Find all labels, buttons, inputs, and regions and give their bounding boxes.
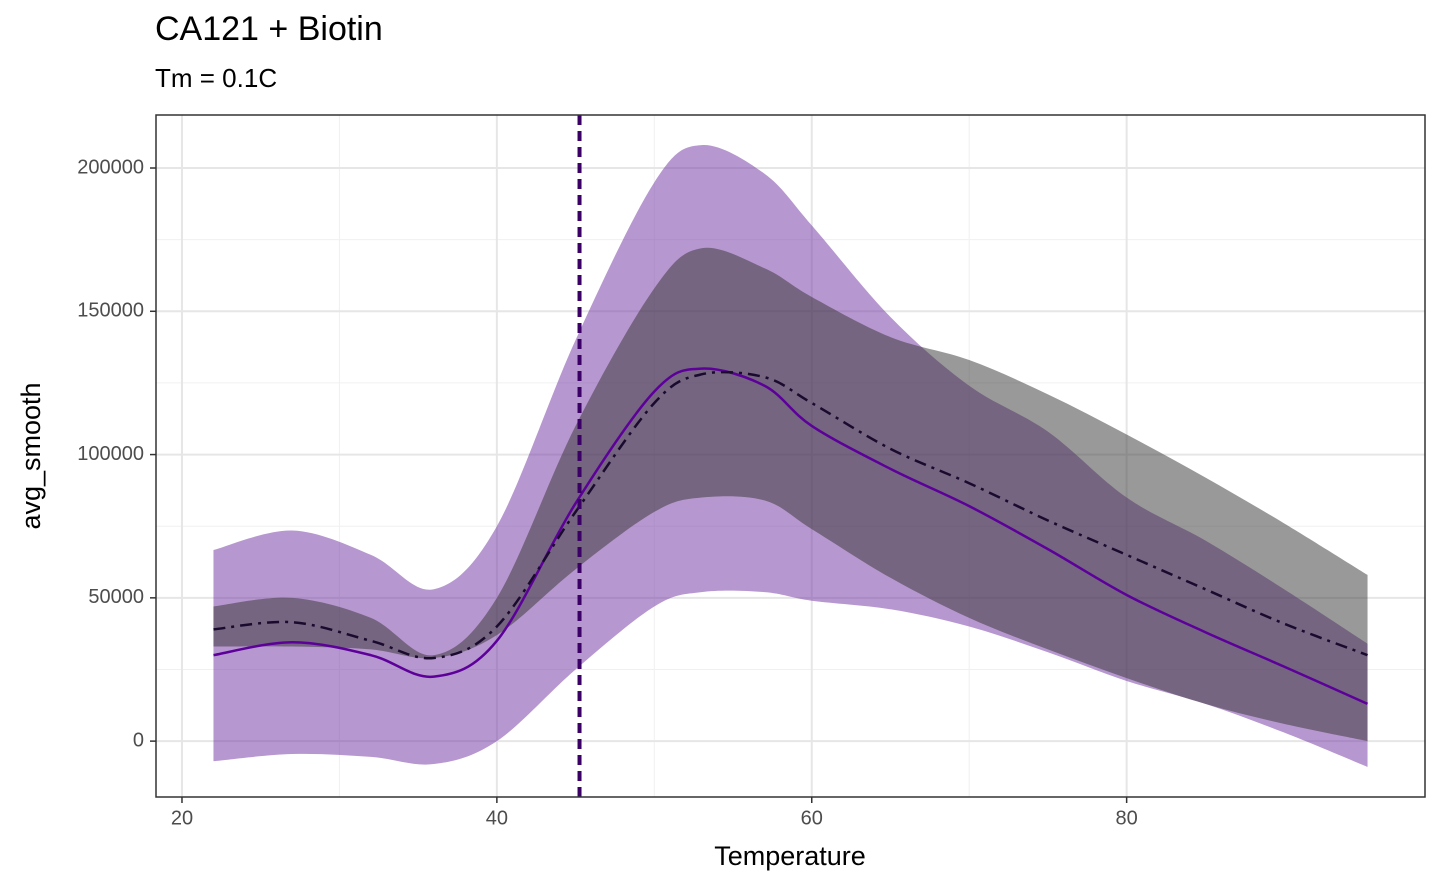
x-tick-label: 80 — [1116, 807, 1138, 829]
x-tick-label: 40 — [486, 807, 508, 829]
y-tick-label: 150000 — [77, 300, 144, 322]
y-axis-title: avg_smooth — [16, 382, 46, 529]
x-tick-label: 60 — [801, 807, 823, 829]
x-tick-label: 20 — [171, 807, 193, 829]
line — [213, 370, 1368, 660]
chart-subtitle: Tm = 0.1C — [155, 63, 277, 93]
y-tick-label: 50000 — [88, 586, 144, 608]
y-tick-label: 200000 — [77, 156, 144, 178]
chart-title: CA121 + Biotin — [155, 10, 383, 48]
y-tick-label: 0 — [133, 729, 144, 751]
line — [213, 367, 1369, 706]
y-tick-label: 100000 — [77, 443, 144, 465]
panel-border — [155, 114, 1426, 798]
ribbon — [213, 247, 1368, 742]
x-axis-title: Temperature — [714, 841, 866, 871]
